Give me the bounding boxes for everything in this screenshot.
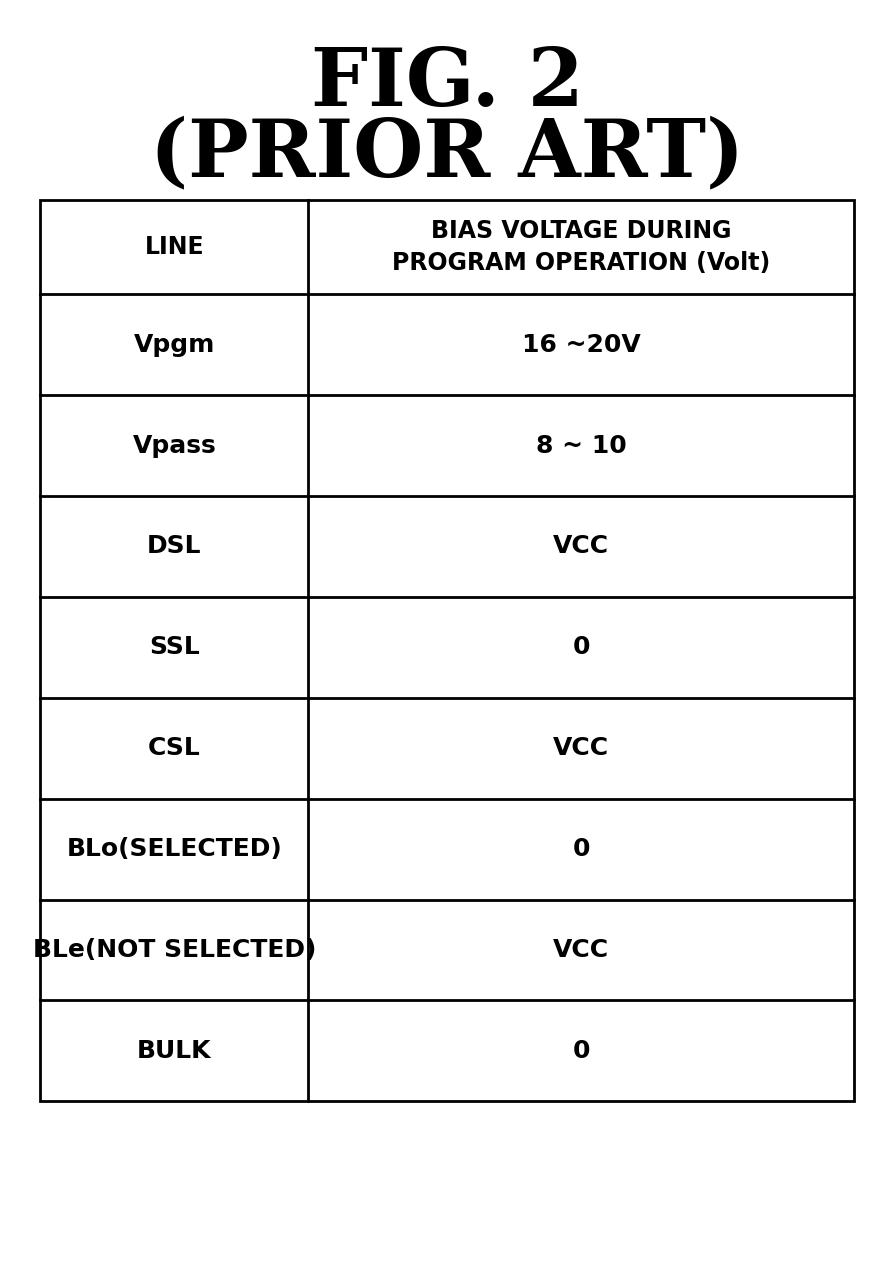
Text: 8 ~ 10: 8 ~ 10	[536, 434, 627, 457]
Text: VCC: VCC	[553, 737, 609, 760]
Text: BIAS VOLTAGE DURING
PROGRAM OPERATION (Volt): BIAS VOLTAGE DURING PROGRAM OPERATION (V…	[392, 219, 771, 274]
Text: FIG. 2: FIG. 2	[310, 45, 584, 122]
Text: BLe(NOT SELECTED): BLe(NOT SELECTED)	[33, 938, 316, 962]
Text: (PRIOR ART): (PRIOR ART)	[150, 116, 744, 193]
Text: VCC: VCC	[553, 535, 609, 559]
Text: 16 ~20V: 16 ~20V	[522, 332, 640, 357]
Text: CSL: CSL	[148, 737, 201, 760]
Text: Vpass: Vpass	[132, 434, 216, 457]
Text: Vpgm: Vpgm	[133, 332, 215, 357]
Text: 0: 0	[572, 1039, 590, 1063]
Text: 0: 0	[572, 837, 590, 862]
Text: SSL: SSL	[149, 635, 199, 659]
Text: BULK: BULK	[137, 1039, 212, 1063]
Text: VCC: VCC	[553, 938, 609, 962]
Text: DSL: DSL	[148, 535, 201, 559]
Text: 0: 0	[572, 635, 590, 659]
Bar	[40, 200, 854, 1101]
Text: BLo(SELECTED): BLo(SELECTED)	[66, 837, 283, 862]
Text: LINE: LINE	[145, 234, 204, 259]
